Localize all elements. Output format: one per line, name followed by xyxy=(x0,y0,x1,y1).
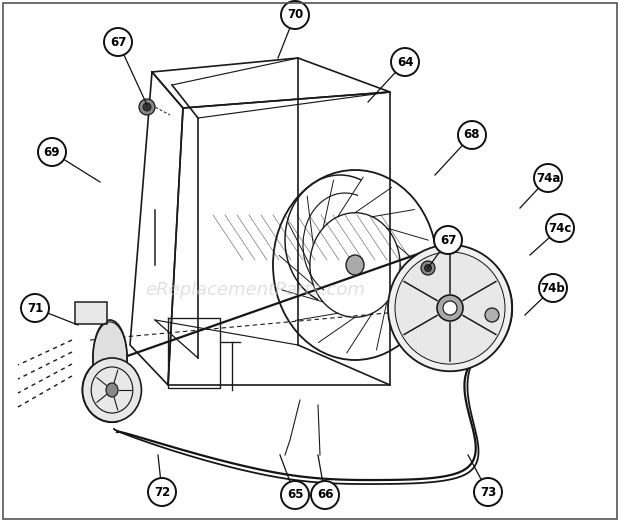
Ellipse shape xyxy=(82,358,141,422)
Text: 71: 71 xyxy=(27,302,43,314)
Circle shape xyxy=(425,265,432,271)
FancyBboxPatch shape xyxy=(75,302,107,324)
Circle shape xyxy=(21,294,49,322)
Circle shape xyxy=(281,1,309,29)
Circle shape xyxy=(281,481,309,509)
Circle shape xyxy=(458,121,486,149)
Circle shape xyxy=(311,481,339,509)
Text: 70: 70 xyxy=(287,8,303,21)
Circle shape xyxy=(391,48,419,76)
Ellipse shape xyxy=(388,245,512,371)
Text: 67: 67 xyxy=(440,233,456,246)
Circle shape xyxy=(148,478,176,506)
Circle shape xyxy=(485,308,499,322)
Text: 73: 73 xyxy=(480,485,496,499)
Circle shape xyxy=(539,274,567,302)
Text: 72: 72 xyxy=(154,485,170,499)
Text: 66: 66 xyxy=(317,489,334,502)
Circle shape xyxy=(139,99,155,115)
Text: 74b: 74b xyxy=(541,281,565,294)
Text: 67: 67 xyxy=(110,35,126,49)
Circle shape xyxy=(104,28,132,56)
Text: 64: 64 xyxy=(397,55,414,68)
Circle shape xyxy=(421,261,435,275)
Text: 69: 69 xyxy=(44,146,60,159)
Text: 74c: 74c xyxy=(548,221,572,234)
Text: 65: 65 xyxy=(286,489,303,502)
Text: 74a: 74a xyxy=(536,172,560,184)
Circle shape xyxy=(38,138,66,166)
Ellipse shape xyxy=(93,320,127,396)
Text: 68: 68 xyxy=(464,128,480,141)
Ellipse shape xyxy=(395,252,505,364)
Circle shape xyxy=(437,295,463,321)
Circle shape xyxy=(443,301,457,315)
Circle shape xyxy=(143,103,151,111)
Ellipse shape xyxy=(346,255,364,275)
Circle shape xyxy=(434,226,462,254)
Circle shape xyxy=(534,164,562,192)
Ellipse shape xyxy=(106,383,118,397)
Circle shape xyxy=(546,214,574,242)
Text: eReplacementParts.com: eReplacementParts.com xyxy=(145,281,365,299)
Circle shape xyxy=(474,478,502,506)
